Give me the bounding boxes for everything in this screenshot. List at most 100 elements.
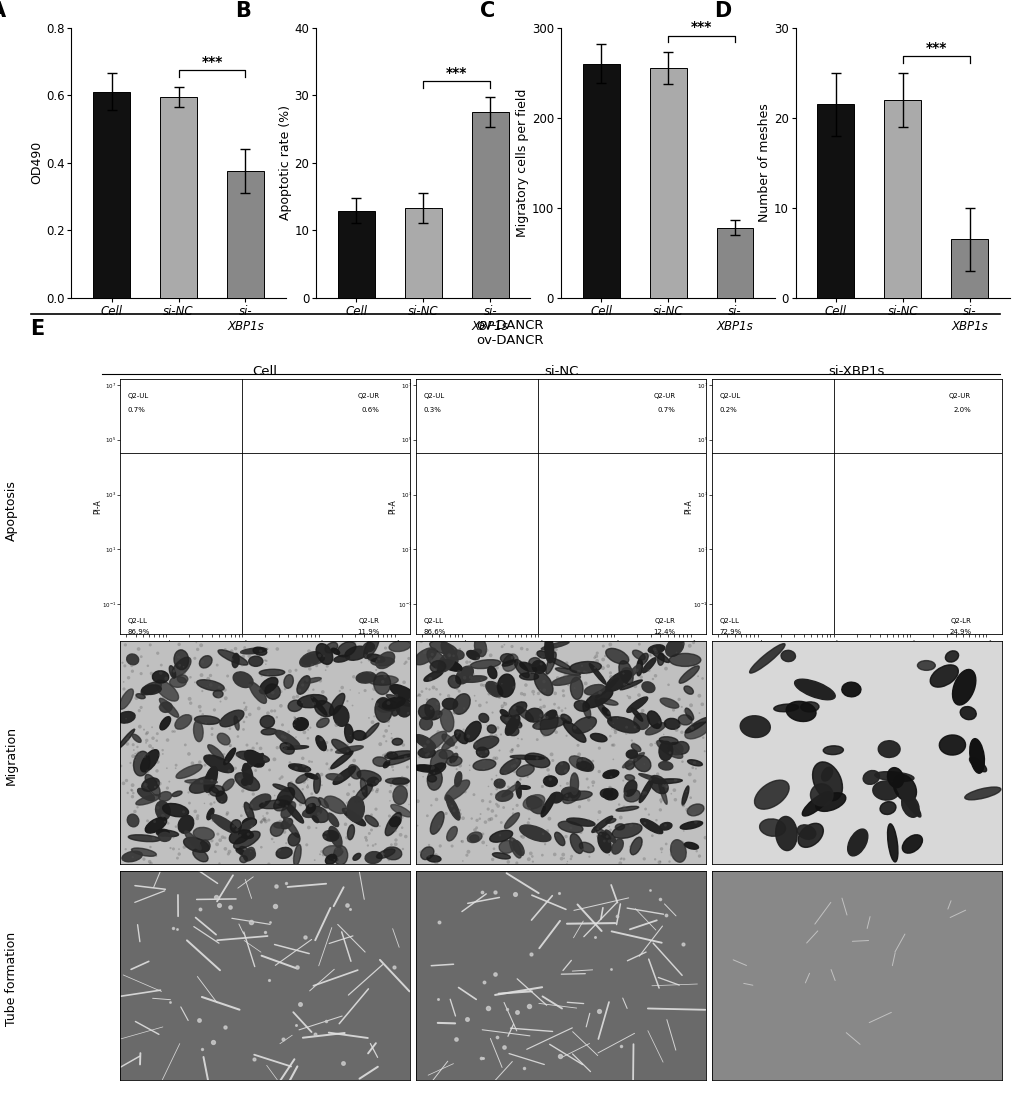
Point bbox=[191, 567, 207, 585]
Point bbox=[191, 566, 207, 583]
Point bbox=[662, 785, 679, 803]
Point bbox=[615, 850, 632, 868]
Point bbox=[486, 567, 502, 585]
Point bbox=[191, 566, 207, 583]
Point bbox=[486, 568, 502, 586]
Point bbox=[191, 564, 207, 581]
Point bbox=[191, 566, 207, 583]
Point bbox=[191, 566, 207, 583]
Point bbox=[486, 566, 502, 583]
Point bbox=[191, 568, 207, 586]
Point bbox=[253, 813, 269, 831]
Point bbox=[486, 565, 502, 582]
Point bbox=[189, 568, 205, 586]
Point bbox=[486, 565, 502, 582]
Point bbox=[145, 511, 161, 528]
Point bbox=[191, 566, 207, 583]
Point bbox=[486, 566, 502, 583]
Point bbox=[513, 575, 529, 592]
Point bbox=[191, 566, 207, 583]
Point bbox=[486, 566, 502, 583]
Ellipse shape bbox=[303, 807, 322, 817]
Point bbox=[486, 568, 502, 586]
Point bbox=[486, 568, 502, 586]
Point bbox=[191, 569, 207, 587]
Point bbox=[486, 569, 502, 587]
Point bbox=[486, 566, 502, 583]
Point bbox=[217, 502, 233, 520]
Point bbox=[191, 567, 207, 585]
Point bbox=[486, 566, 502, 583]
Point bbox=[486, 564, 502, 581]
Point bbox=[500, 507, 517, 525]
Ellipse shape bbox=[667, 742, 683, 754]
Point bbox=[486, 569, 502, 587]
Point bbox=[486, 566, 502, 583]
Ellipse shape bbox=[183, 837, 209, 853]
Point bbox=[513, 574, 529, 591]
Point bbox=[191, 566, 207, 583]
Ellipse shape bbox=[929, 665, 958, 687]
Point bbox=[486, 567, 502, 585]
Point bbox=[486, 568, 502, 586]
Point bbox=[628, 817, 644, 835]
Point bbox=[191, 567, 207, 585]
Ellipse shape bbox=[159, 698, 178, 717]
Point bbox=[486, 569, 502, 587]
Point bbox=[191, 570, 207, 588]
Point bbox=[378, 685, 394, 703]
Point bbox=[191, 566, 207, 583]
Point bbox=[253, 838, 269, 856]
Point bbox=[191, 568, 207, 586]
Text: B: B bbox=[234, 1, 251, 21]
Point bbox=[513, 571, 529, 589]
Point bbox=[189, 566, 205, 583]
Point bbox=[203, 499, 219, 516]
Point bbox=[191, 565, 207, 582]
Point bbox=[112, 513, 128, 531]
Point bbox=[209, 504, 225, 522]
Point bbox=[191, 568, 207, 586]
Point bbox=[486, 569, 502, 587]
Point bbox=[443, 837, 460, 855]
Point bbox=[485, 566, 501, 583]
Point bbox=[171, 499, 187, 516]
Point bbox=[191, 567, 207, 585]
Point bbox=[217, 569, 233, 587]
Point bbox=[187, 566, 204, 583]
Point bbox=[513, 501, 529, 518]
Point bbox=[191, 565, 207, 582]
Point bbox=[308, 657, 324, 675]
Point bbox=[191, 567, 207, 585]
Point bbox=[486, 568, 502, 586]
Point bbox=[191, 565, 207, 582]
Point bbox=[190, 566, 206, 583]
Point bbox=[429, 695, 445, 713]
Point bbox=[203, 550, 219, 568]
Point bbox=[499, 502, 516, 520]
Point bbox=[189, 566, 205, 583]
Point bbox=[503, 500, 520, 517]
Point bbox=[162, 501, 178, 518]
Point bbox=[191, 568, 207, 586]
Point bbox=[486, 564, 502, 581]
Point bbox=[486, 567, 502, 585]
Point bbox=[486, 567, 502, 585]
Point bbox=[191, 567, 207, 585]
Point bbox=[185, 567, 202, 585]
Point bbox=[513, 575, 529, 592]
Ellipse shape bbox=[160, 717, 170, 730]
Point bbox=[191, 570, 207, 588]
Point bbox=[210, 507, 226, 525]
Point bbox=[191, 567, 207, 585]
Point bbox=[483, 568, 499, 586]
Point bbox=[191, 568, 207, 586]
Point bbox=[468, 512, 484, 529]
Point bbox=[206, 501, 222, 518]
Point bbox=[496, 510, 513, 527]
Point bbox=[191, 568, 207, 586]
Ellipse shape bbox=[195, 716, 219, 725]
Point bbox=[477, 568, 493, 586]
Point bbox=[486, 566, 502, 583]
Ellipse shape bbox=[259, 677, 277, 694]
